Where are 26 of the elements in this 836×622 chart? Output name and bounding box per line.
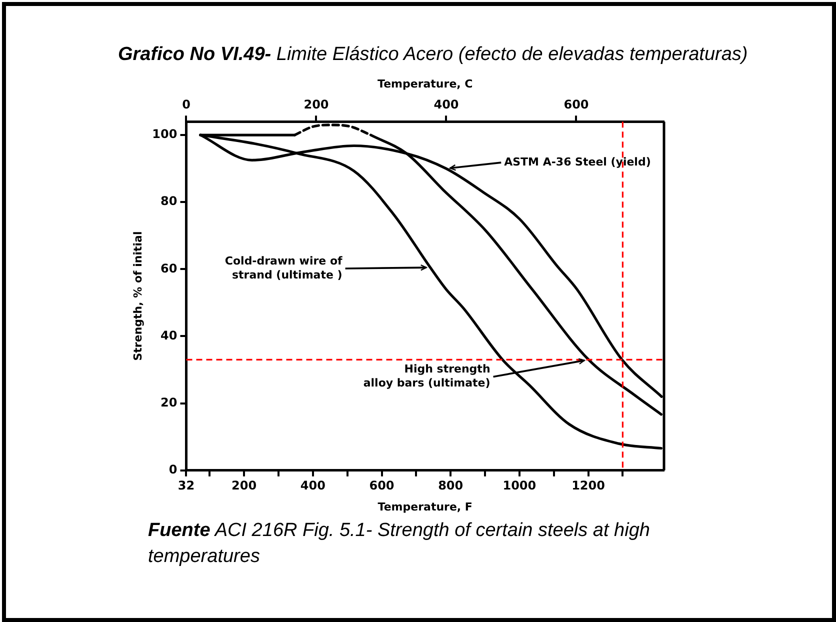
y-tick-label: 100 [152,127,178,142]
x-tick-label: 200 [232,478,257,493]
annotation: High strength alloy bars (ultimate) [363,362,490,390]
x2-tick-label: 0 [182,98,190,112]
y-tick-label: 20 [160,395,178,410]
x2-axis-title: Temperature, C [378,77,473,90]
x2-tick-label: 600 [564,98,589,112]
chart-title: Grafico No VI.49- [118,44,272,65]
annotation: ASTM A-36 Steel (yield) [504,155,651,168]
x-tick-label: 1200 [572,478,605,493]
source-note: Fuente ACI 216R Fig. 5.1- Strength of certain steels at high temperatures [148,519,651,569]
x-axis-title: Temperature, F [378,500,472,514]
x2-tick-label: 400 [434,98,459,112]
y-tick-label: 0 [168,462,178,477]
x-tick-label: 800 [438,478,464,493]
y-axis-title: Strength, % of initial [131,231,144,361]
x-tick-label: 32 [178,478,195,493]
x-tick-label: 600 [369,478,394,493]
annotation: Cold-drawn wire of strand (ultimate ) [224,254,342,282]
y-tick-label: 60 [160,261,178,276]
y-tick-label: 80 [160,194,178,208]
chart-subtitle: Limite Elástico Acero (efecto de elevadas temperaturas) [275,44,748,65]
x-tick-label: 1000 [502,478,536,493]
y-tick-label: 40 [160,328,178,342]
x2-tick-label: 200 [304,98,329,112]
x-tick-label: 400 [300,478,326,493]
